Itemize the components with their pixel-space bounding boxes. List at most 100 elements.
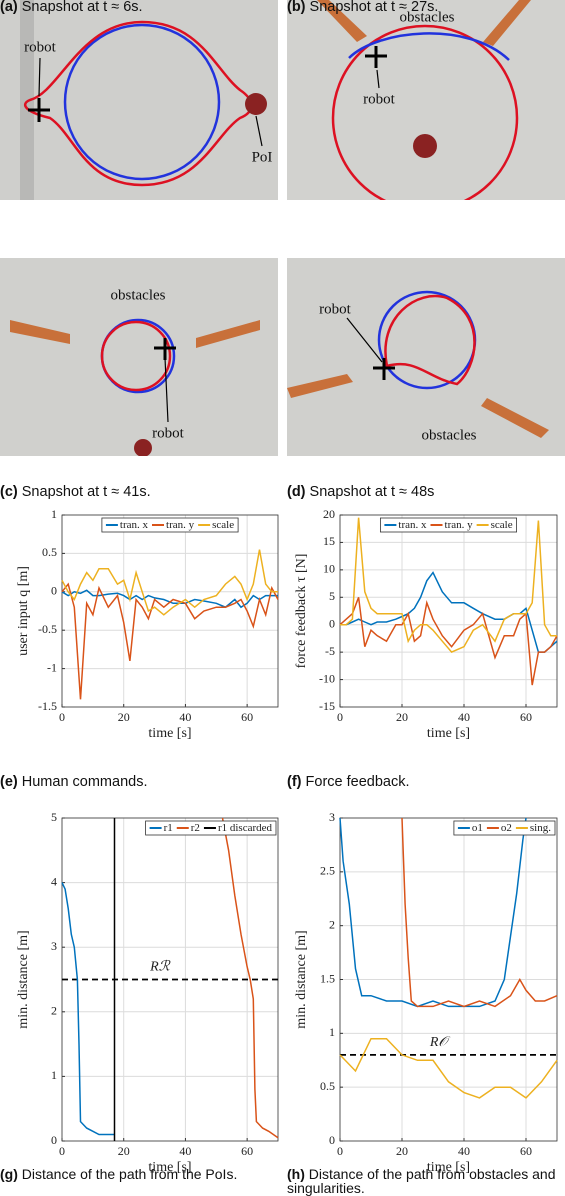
plot-area <box>340 515 557 707</box>
y-axis-label: min. distance [m] <box>16 930 31 1028</box>
y-tick-label: 0 <box>329 616 335 630</box>
x-tick-label: 40 <box>458 710 470 724</box>
y-tick-label: 20 <box>323 507 335 521</box>
caption-text: Snapshot at t ≈ 48s <box>310 484 435 500</box>
figure: robot PoI (a) Snapshot at t ≈ 6s. obstac… <box>0 0 565 1196</box>
y-tick-label: 0 <box>51 584 57 598</box>
y-axis-label: force feedback τ [N] <box>294 554 309 669</box>
legend-label: scale <box>491 519 513 531</box>
x-tick-label: 20 <box>118 710 130 724</box>
caption-label: (e) <box>0 774 18 790</box>
y-tick-label: 2 <box>329 917 335 931</box>
caption-text: Distance of the path from the PoIs. <box>22 1166 238 1182</box>
caption-text: Snapshot at t ≈ 27s. <box>310 0 439 15</box>
y-tick-label: 1.5 <box>320 971 335 985</box>
y-tick-label: 10 <box>323 562 335 576</box>
snapshot-d: robot obstacles <box>287 258 565 456</box>
x-tick-label: 20 <box>396 1144 408 1158</box>
y-tick-label: 1 <box>329 1025 335 1039</box>
x-tick-label: 20 <box>118 1144 130 1158</box>
caption: (f) Force feedback. <box>287 775 565 790</box>
x-tick-label: 0 <box>59 710 65 724</box>
legend-label: tran. x <box>120 519 149 531</box>
caption: (a) Snapshot at t ≈ 6s. <box>0 0 278 15</box>
legend-label: r1 <box>164 822 173 834</box>
y-tick-label: 2.5 <box>320 864 335 878</box>
caption-text: Human commands. <box>22 774 148 790</box>
legend-label: r2 <box>191 822 200 834</box>
y-tick-label: 1 <box>51 1068 57 1082</box>
y-tick-label: 1 <box>51 507 57 521</box>
y-tick-label: 4 <box>51 874 57 888</box>
annotation: obstacles <box>422 427 477 443</box>
chart-f: 0 20 40 60 -15 -10 -5 0 5 10 15 20 time [s] force fee… <box>282 505 565 760</box>
caption: (e) Human commands. <box>0 775 278 790</box>
y-tick-label: -5 <box>325 644 335 658</box>
threshold-label: R𝒪 <box>429 1035 451 1050</box>
annotation: robot <box>24 39 56 55</box>
y-tick-label: 3 <box>329 810 335 824</box>
x-tick-label: 0 <box>337 1144 343 1158</box>
x-tick-label: 60 <box>520 1144 532 1158</box>
snapshot-a: robot PoI <box>0 0 278 200</box>
y-tick-label: -1.5 <box>38 699 57 713</box>
caption: (h) Distance of the path from obstacles … <box>287 1167 565 1195</box>
annotation: robot <box>319 301 351 317</box>
x-axis-label: time [s] <box>427 726 470 741</box>
y-tick-label: 0 <box>51 1133 57 1147</box>
x-tick-label: 60 <box>241 710 253 724</box>
legend-label: scale <box>212 519 234 531</box>
y-tick-label: 3 <box>51 939 57 953</box>
y-tick-label: 5 <box>329 589 335 603</box>
legend-label: sing. <box>530 822 551 834</box>
caption-text: Snapshot at t ≈ 41s. <box>22 484 151 500</box>
caption-label: (g) <box>0 1166 18 1182</box>
legend: o1 o2 sing. <box>454 821 555 835</box>
legend-label: r1 discarded <box>218 822 273 834</box>
caption: (b) Snapshot at t ≈ 27s. <box>287 0 565 15</box>
x-tick-label: 40 <box>458 1144 470 1158</box>
y-axis-label: user input q [m] <box>16 566 31 656</box>
y-tick-label: 0.5 <box>42 545 57 559</box>
y-axis-label: min. distance [m] <box>294 930 309 1028</box>
caption: (d) Snapshot at t ≈ 48s <box>287 485 565 500</box>
caption-text: Force feedback. <box>306 774 410 790</box>
x-tick-label: 0 <box>59 1144 65 1158</box>
y-tick-label: 15 <box>323 534 335 548</box>
legend-label: o1 <box>472 822 483 834</box>
caption-label: (a) <box>0 0 18 15</box>
legend: r1 r2 r1 discarded <box>146 821 276 835</box>
legend-label: tran. y <box>445 519 474 531</box>
caption: (g) Distance of the path from the PoIs. <box>0 1167 278 1181</box>
y-tick-label: 5 <box>51 810 57 824</box>
caption-label: (c) <box>0 484 18 500</box>
caption-text: Distance of the path from obstacles and … <box>287 1166 555 1196</box>
snapshot-b: obstacles robot <box>287 0 565 200</box>
x-tick-label: 40 <box>179 1144 191 1158</box>
y-tick-label: -0.5 <box>38 622 57 636</box>
y-tick-label: 0.5 <box>320 1079 335 1093</box>
annotation: robot <box>363 91 395 107</box>
caption-label: (b) <box>287 0 306 15</box>
y-tick-label: 0 <box>329 1133 335 1147</box>
y-tick-label: -1 <box>47 660 57 674</box>
y-tick-label: -15 <box>319 699 335 713</box>
caption-label: (f) <box>287 774 302 790</box>
x-tick-label: 0 <box>337 710 343 724</box>
caption-label: (d) <box>287 484 306 500</box>
x-tick-label: 40 <box>179 710 191 724</box>
x-tick-label: 60 <box>520 710 532 724</box>
caption-text: Snapshot at t ≈ 6s. <box>22 0 143 15</box>
threshold-label: Rℛ <box>149 960 171 975</box>
snapshot-c: obstacles robot <box>0 258 278 456</box>
x-tick-label: 60 <box>241 1144 253 1158</box>
y-tick-label: -10 <box>319 671 335 685</box>
y-tick-label: 2 <box>51 1004 57 1018</box>
x-tick-label: 20 <box>396 710 408 724</box>
legend-label: o2 <box>501 822 512 834</box>
legend-label: tran. y <box>166 519 195 531</box>
